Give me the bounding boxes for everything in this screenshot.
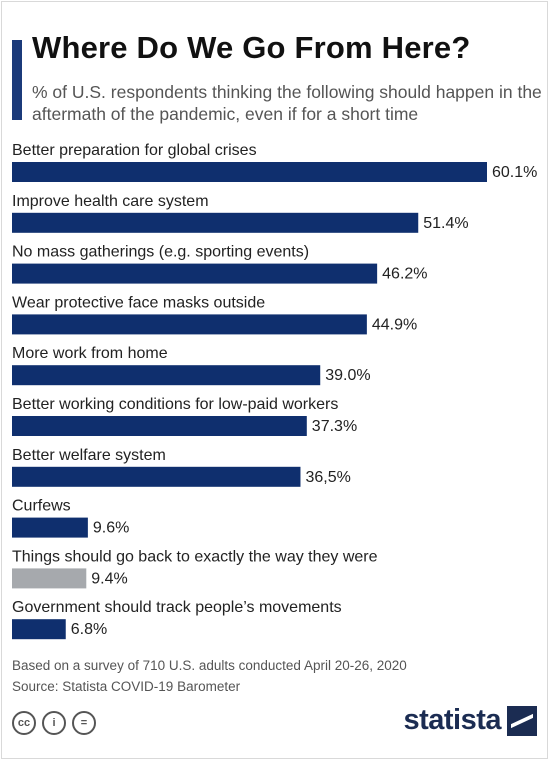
statista-logo[interactable]: statista bbox=[403, 704, 537, 737]
bar-value-label: 37.3% bbox=[312, 418, 357, 435]
by-icon[interactable]: i bbox=[42, 711, 66, 735]
bar-category-label: Better welfare system bbox=[12, 447, 166, 464]
nd-icon[interactable]: = bbox=[72, 711, 96, 735]
chart-title: Where Do We Go From Here? bbox=[32, 30, 471, 65]
bar bbox=[12, 416, 307, 436]
bar bbox=[12, 517, 88, 538]
chart-subtitle: % of U.S. respondents thinking the follo… bbox=[32, 82, 542, 124]
bar bbox=[12, 162, 487, 182]
bar-value-label: 51.4% bbox=[423, 215, 468, 232]
bar-value-label: 9.4% bbox=[91, 570, 127, 587]
bar bbox=[12, 568, 87, 589]
bar-category-label: Government should track people’s movemen… bbox=[12, 599, 342, 616]
bar-value-label: 6.8% bbox=[71, 621, 107, 638]
bar-category-label: Improve health care system bbox=[12, 193, 209, 210]
bar-category-label: No mass gatherings (e.g. sporting events… bbox=[12, 244, 309, 261]
bar bbox=[12, 314, 367, 335]
logo-mark-icon bbox=[507, 705, 537, 736]
bar-category-label: Wear protective face masks outside bbox=[12, 294, 265, 311]
bar-category-label: Curfews bbox=[12, 498, 71, 515]
bar-category-label: Better working conditions for low-paid w… bbox=[12, 396, 338, 413]
bar bbox=[12, 365, 321, 386]
bar-value-label: 9.6% bbox=[93, 520, 129, 537]
bar bbox=[12, 263, 378, 284]
bar bbox=[12, 212, 419, 233]
logo-text: statista bbox=[403, 704, 501, 736]
bar-category-label: More work from home bbox=[12, 345, 168, 362]
bar-value-label: 60.1% bbox=[492, 164, 537, 181]
title-accent-bar bbox=[12, 40, 22, 120]
bar-category-label: Things should go back to exactly the way… bbox=[12, 548, 378, 565]
cc-icon[interactable]: cc bbox=[12, 711, 36, 735]
bar-value-label: 36,5% bbox=[305, 469, 350, 486]
license-icons: cc i = bbox=[12, 711, 96, 735]
bar-value-label: 44.9% bbox=[372, 316, 417, 333]
survey-note: Based on a survey of 710 U.S. adults con… bbox=[12, 658, 407, 673]
source-note: Source: Statista COVID-19 Barometer bbox=[12, 679, 241, 694]
bar-value-label: 46.2% bbox=[382, 266, 427, 283]
bar bbox=[12, 466, 301, 487]
bar-category-label: Better preparation for global crises bbox=[12, 142, 257, 159]
bar bbox=[12, 619, 66, 640]
bar-value-label: 39.0% bbox=[325, 367, 370, 384]
